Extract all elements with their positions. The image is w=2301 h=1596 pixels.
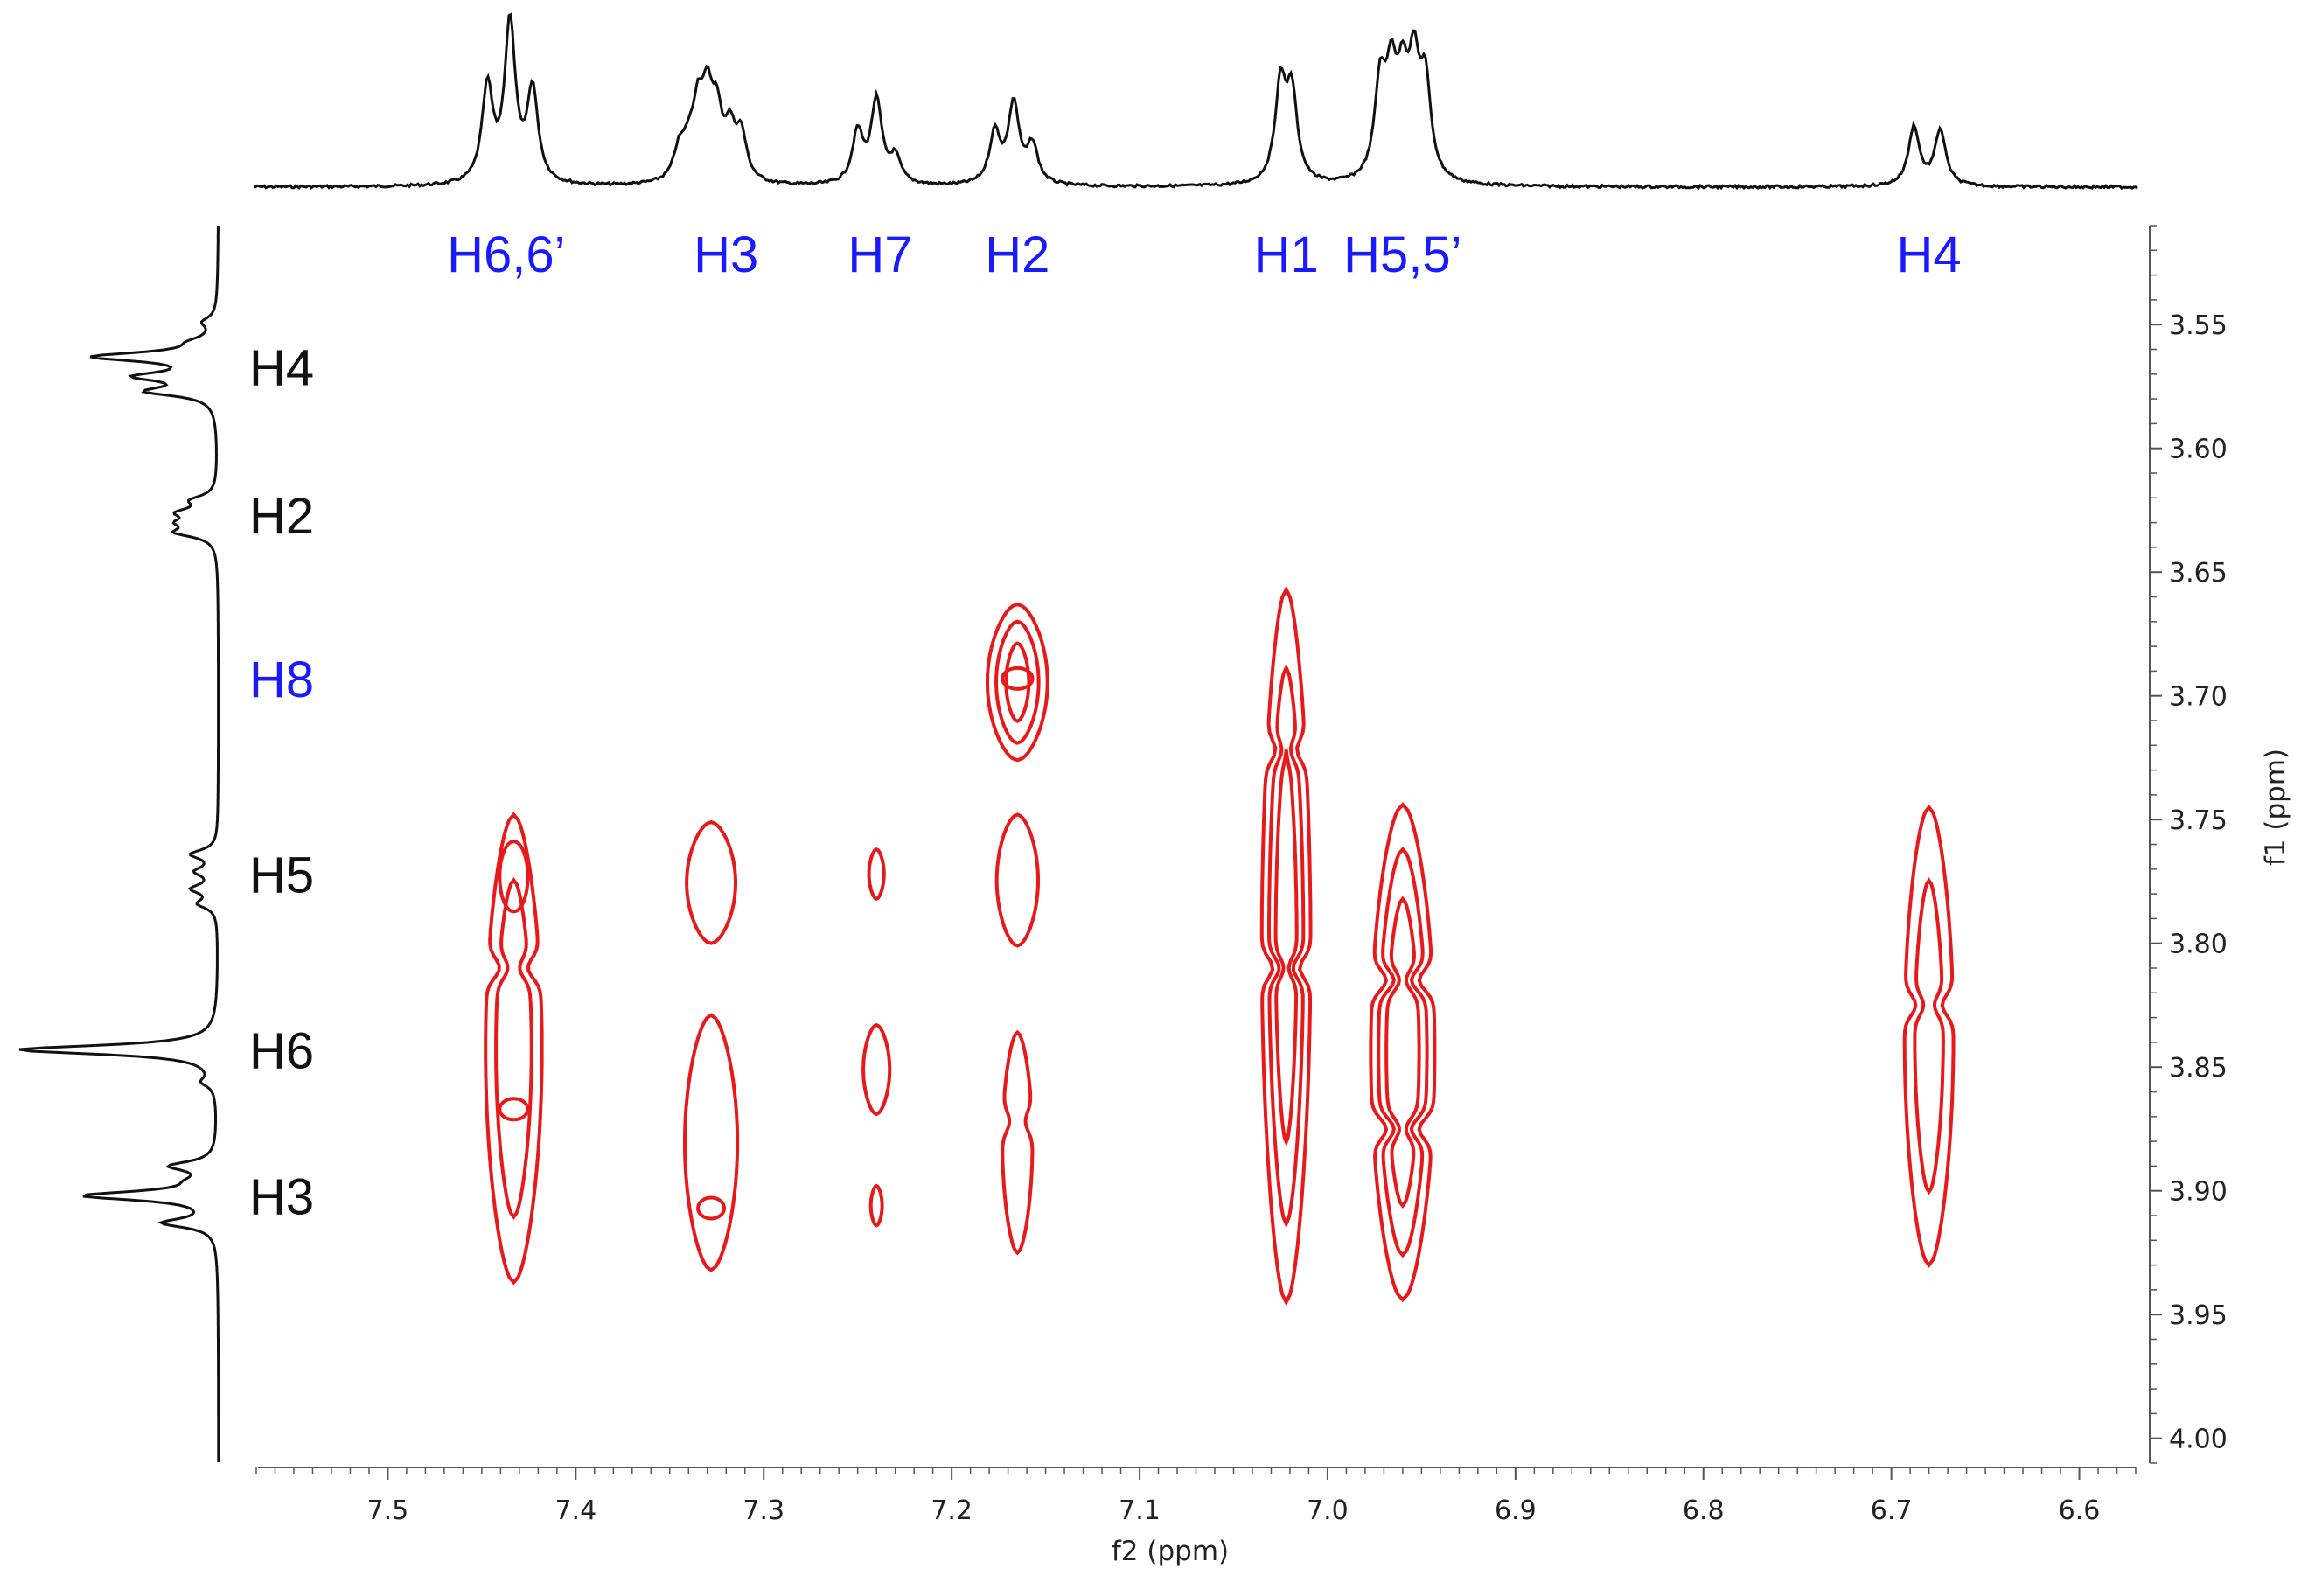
left-peak-label: H2 [249,488,314,545]
y-tick-label: 3.60 [2169,435,2228,465]
contour-level [494,877,533,1220]
contour-level [1273,749,1299,1147]
contour-level [986,602,1049,763]
y-tick-label: 3.90 [2169,1177,2228,1208]
contour-level [1384,896,1421,1209]
contour-plot [484,585,1956,1307]
y-tick-label: 3.55 [2169,310,2228,341]
top-peak-label: H6,6’ [447,227,565,283]
x-tick-label: 7.1 [1119,1495,1161,1526]
top-peak-label: H4 [1897,227,1962,283]
x-tick-label: 6.9 [1495,1495,1537,1526]
contour-level [1913,877,1945,1195]
x-axis-title: f2 (ppm) [1112,1536,1229,1567]
x-tick-label: 7.5 [367,1495,409,1526]
top-peak-label: H3 [694,227,758,283]
top-peak-label: H1 [1254,227,1319,283]
contour-level [1377,847,1429,1258]
contour-level [867,847,886,902]
x-tick-label: 7.3 [743,1495,784,1526]
x-axis: 7.5 7.4 7.3 7.2 7.1 7.0 6.9 6.8 6.7 6.6 [255,1467,2137,1526]
left-peak-label: H6 [249,1022,314,1079]
y-tick-label: 3.80 [2169,930,2228,960]
contour-inner-peak [498,1097,530,1122]
x-tick-label: 6.7 [1871,1495,1913,1526]
top-peak-labels: H6,6’ H3 H7 H2 H1 H5,5’ H4 [447,227,1962,283]
contour-level [1259,585,1313,1307]
y-tick-label: 4.00 [2169,1425,2228,1455]
contour-level [1001,1029,1035,1256]
top-peak-label: H7 [847,227,912,283]
contour-level [868,1183,884,1228]
x-tick-label: 6.8 [1683,1495,1725,1526]
contour-inner-peak [498,840,530,914]
y-axis-title: f1 (ppm) [2260,749,2291,866]
top-peak-label: H2 [985,227,1049,283]
contour-level [861,1022,892,1117]
contour-level [994,812,1040,948]
contour-level [484,812,544,1286]
x-tick-label: 6.6 [2059,1495,2101,1526]
y-tick-label: 3.75 [2169,805,2228,836]
y-tick-label: 3.70 [2169,682,2228,713]
left-peak-label: H4 [249,339,314,396]
top-1d-spectrum [253,12,2138,191]
contour-inner-peak [696,1195,727,1221]
left-peak-label: H3 [249,1168,314,1225]
contour-level [1369,802,1437,1303]
contour-level [683,1013,740,1272]
contour-level [685,819,737,945]
y-tick-label: 3.65 [2169,558,2228,589]
x-tick-label: 7.0 [1307,1495,1349,1526]
left-1d-spectrum [18,226,220,1462]
contour-inner-peak [1001,666,1035,691]
y-tick-label: 3.85 [2169,1053,2228,1084]
left-spectrum-trace [18,226,220,1462]
top-peak-label: H5,5’ [1343,227,1461,283]
y-tick-label: 3.95 [2169,1300,2228,1331]
left-peak-labels: H4 H2 H8 H5 H6 H3 [249,339,314,1225]
contour-level [1004,641,1031,723]
y-axis: 3.55 3.60 3.65 3.70 3.75 3.80 3.85 3.90 3.95 4.00 [2149,225,2228,1464]
top-spectrum-trace [253,12,2138,191]
x-tick-label: 7.4 [554,1495,596,1526]
left-peak-label: H5 [249,847,314,903]
left-peak-label: H8 [249,652,314,708]
x-tick-label: 7.2 [931,1495,973,1526]
contour-level [1267,663,1306,1229]
contour-level [994,619,1041,745]
contour-level [1902,804,1956,1268]
